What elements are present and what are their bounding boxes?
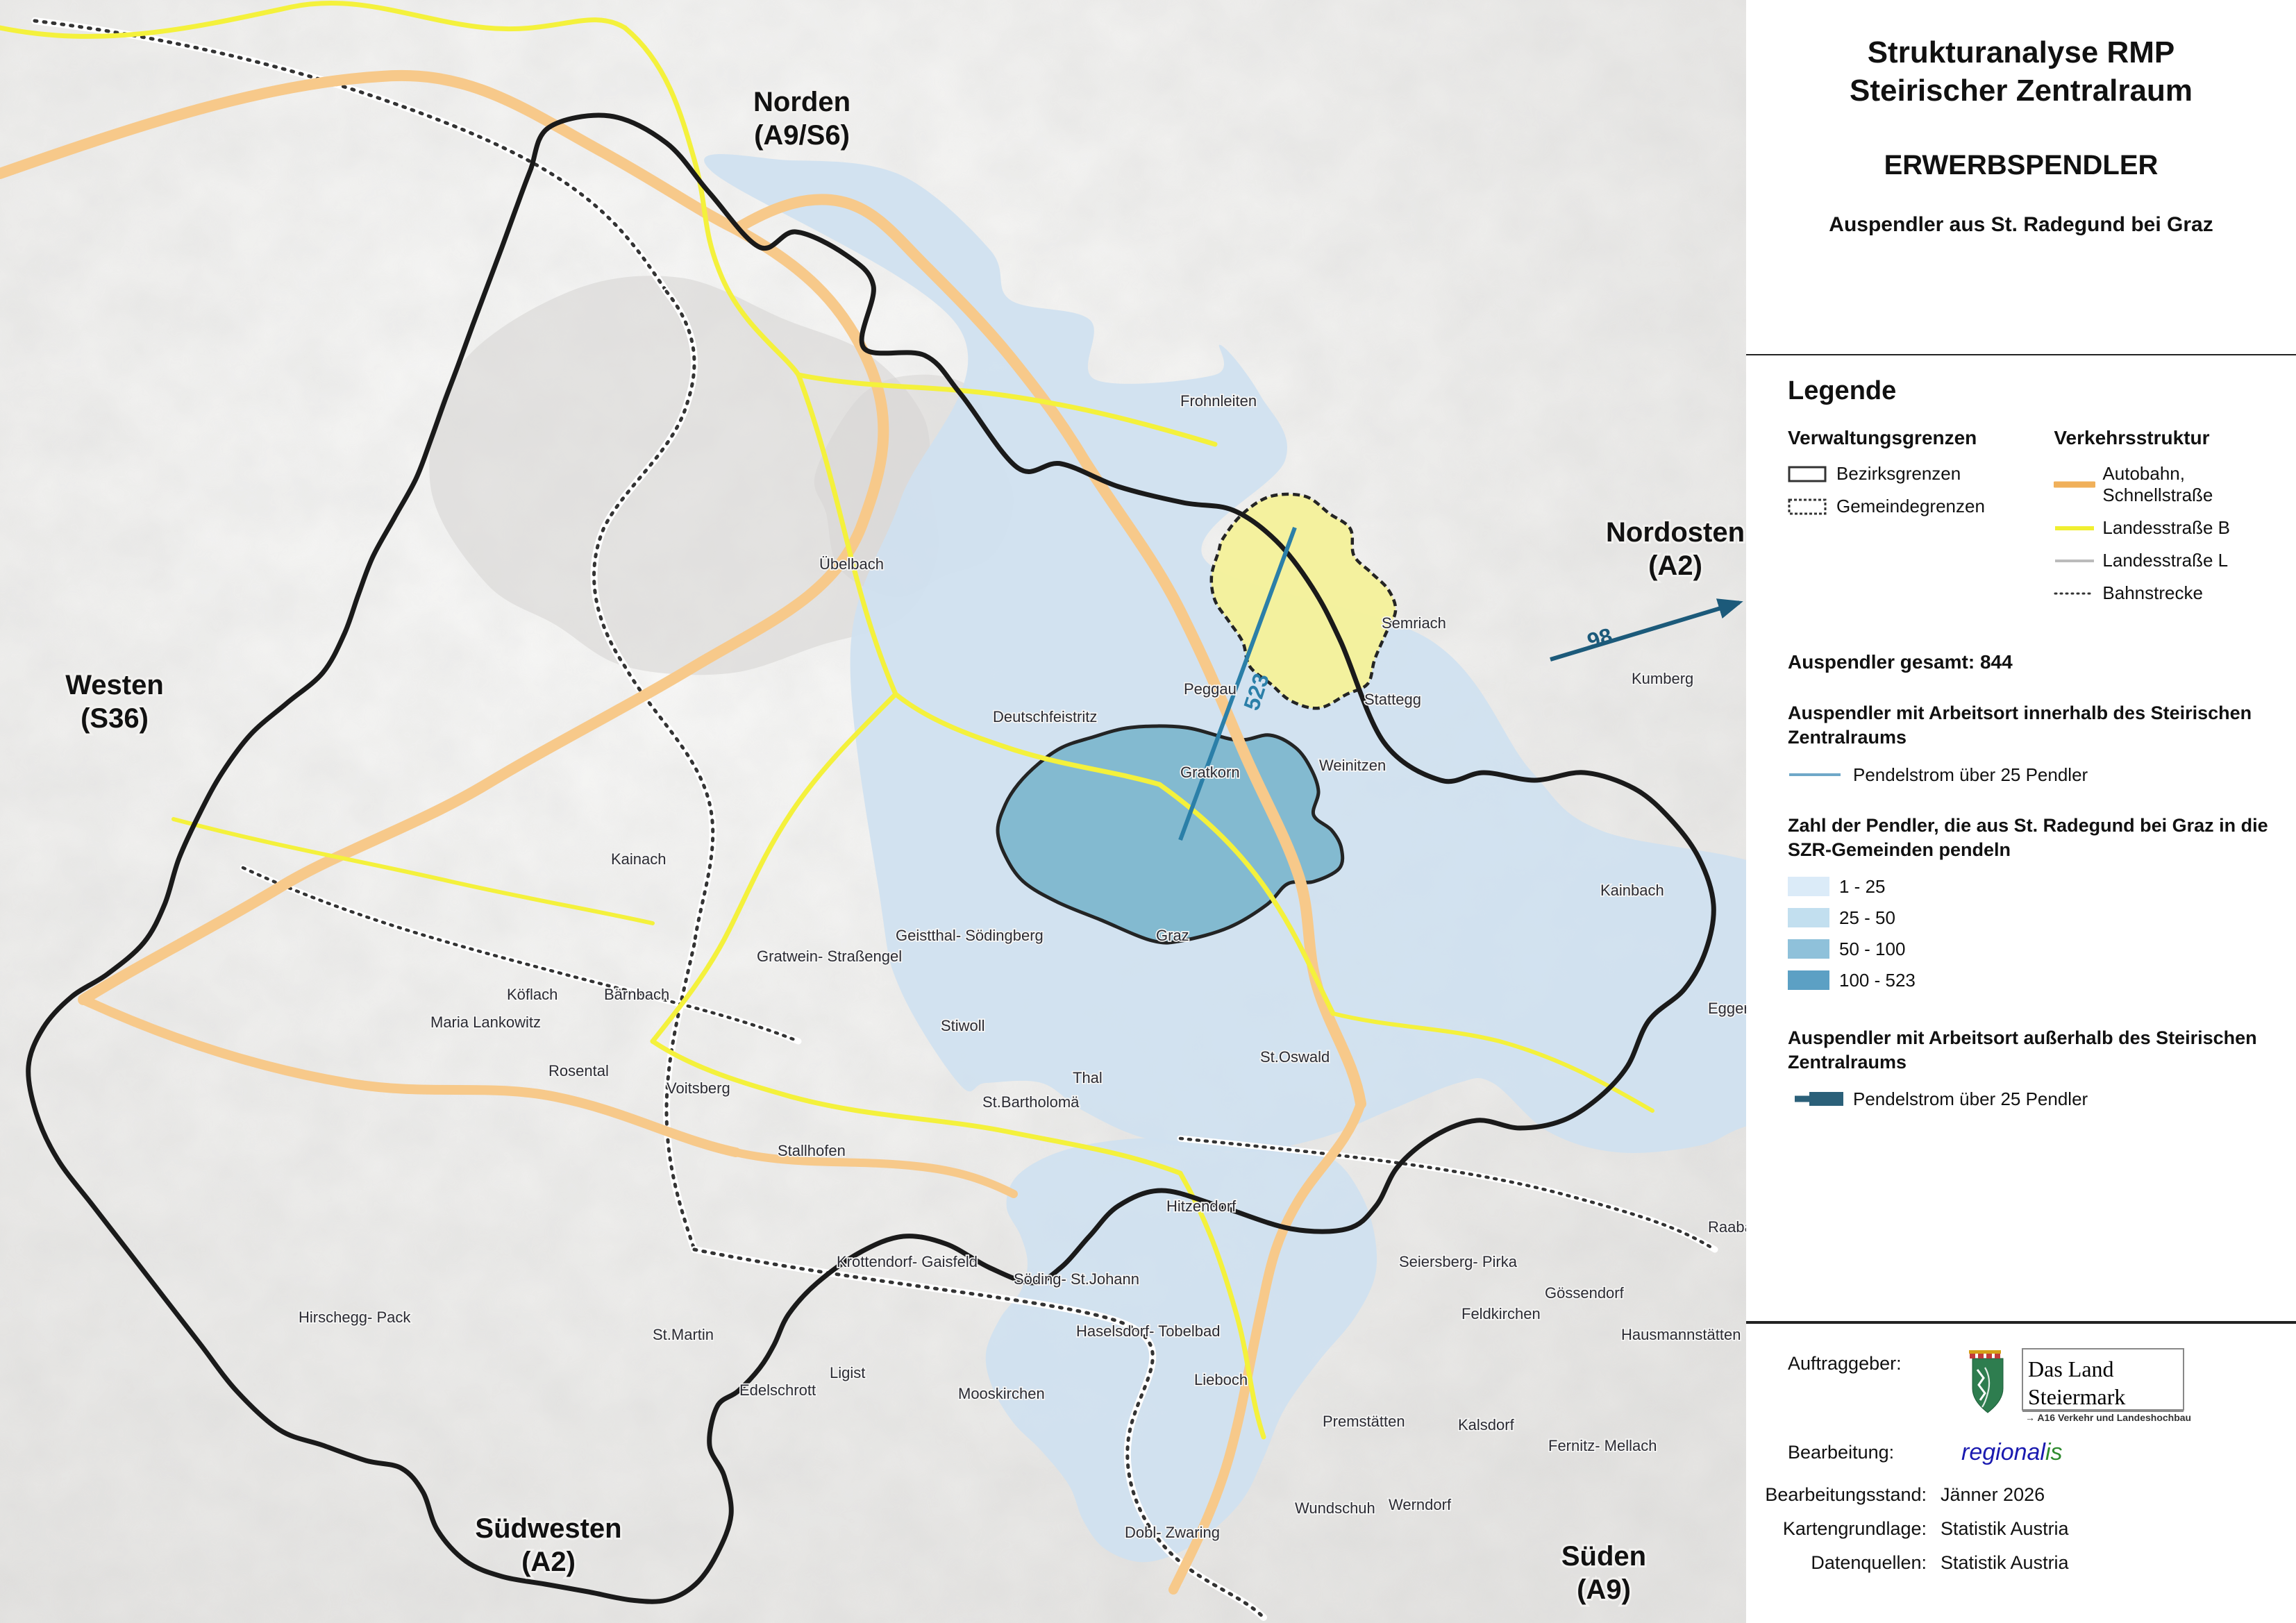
svg-text:Werndorf: Werndorf xyxy=(1389,1496,1452,1513)
svg-text:St.Oswald: St.Oswald xyxy=(1260,1048,1330,1066)
svg-text:(S36): (S36) xyxy=(81,703,149,734)
svg-text:Graz: Graz xyxy=(1156,927,1189,944)
svg-text:Hitzendorf: Hitzendorf xyxy=(1166,1197,1237,1215)
svg-text:Steiermark: Steiermark xyxy=(2028,1384,2125,1409)
svg-text:Gratkorn: Gratkorn xyxy=(1180,764,1240,781)
svg-text:(A9/S6): (A9/S6) xyxy=(754,120,850,151)
svg-text:Lieboch: Lieboch xyxy=(1194,1371,1248,1388)
svg-text:Maria Lankowitz: Maria Lankowitz xyxy=(430,1014,541,1031)
svg-text:Ligist: Ligist xyxy=(830,1364,865,1381)
svg-text:Westen: Westen xyxy=(65,670,164,700)
svg-text:Edelschrott: Edelschrott xyxy=(739,1381,816,1399)
svg-text:Fernitz- Mellach: Fernitz- Mellach xyxy=(1548,1437,1657,1454)
svg-text:Kumberg: Kumberg xyxy=(1632,670,1693,687)
svg-text:Kalsdorf: Kalsdorf xyxy=(1458,1416,1515,1433)
svg-text:Thal: Thal xyxy=(1073,1069,1103,1086)
svg-text:Köflach: Köflach xyxy=(507,986,558,1003)
svg-text:Hirschegg- Pack: Hirschegg- Pack xyxy=(299,1309,411,1326)
svg-text:→ A16 Verkehr und Landeshochba: → A16 Verkehr und Landeshochbau xyxy=(2025,1412,2190,1423)
svg-text:St.Bartholomä: St.Bartholomä xyxy=(982,1093,1080,1111)
svg-text:Seiersberg- Pirka: Seiersberg- Pirka xyxy=(1399,1253,1518,1270)
svg-text:(A9): (A9) xyxy=(1577,1574,1631,1605)
svg-text:Rosental: Rosental xyxy=(548,1062,609,1079)
svg-text:Semriach: Semriach xyxy=(1382,614,1446,632)
svg-text:Gratwein- Straßengel: Gratwein- Straßengel xyxy=(757,948,902,965)
svg-text:Dobl- Zwaring: Dobl- Zwaring xyxy=(1125,1524,1220,1541)
svg-text:Weinitzen: Weinitzen xyxy=(1319,757,1386,774)
svg-text:Frohnleiten: Frohnleiten xyxy=(1180,392,1257,410)
svg-text:Stattegg: Stattegg xyxy=(1364,691,1421,708)
svg-text:Norden: Norden xyxy=(753,87,850,117)
svg-text:Mooskirchen: Mooskirchen xyxy=(958,1385,1045,1402)
svg-text:Stiwoll: Stiwoll xyxy=(941,1017,985,1034)
svg-text:(A2): (A2) xyxy=(1648,550,1702,581)
svg-text:Süden: Süden xyxy=(1561,1541,1646,1572)
svg-text:Das Land: Das Land xyxy=(2028,1356,2114,1381)
svg-text:Bärnbach: Bärnbach xyxy=(604,986,669,1003)
svg-text:Premstätten: Premstätten xyxy=(1323,1413,1405,1430)
svg-text:Südwesten: Südwesten xyxy=(475,1513,621,1544)
svg-text:Stallhofen: Stallhofen xyxy=(778,1142,846,1159)
svg-text:Übelbach: Übelbach xyxy=(819,555,884,573)
svg-text:Peggau: Peggau xyxy=(1184,680,1237,698)
svg-text:Kainach: Kainach xyxy=(611,850,667,868)
svg-text:St.Martin: St.Martin xyxy=(653,1326,714,1343)
svg-text:Krottendorf- Gaisfeld: Krottendorf- Gaisfeld xyxy=(837,1253,978,1270)
svg-text:Voitsberg: Voitsberg xyxy=(667,1079,730,1097)
svg-text:Feldkirchen: Feldkirchen xyxy=(1461,1305,1541,1322)
svg-text:Kainbach: Kainbach xyxy=(1600,882,1664,899)
svg-text:Wundschuh: Wundschuh xyxy=(1295,1499,1375,1517)
svg-text:Haselsdorf- Tobelbad: Haselsdorf- Tobelbad xyxy=(1076,1322,1221,1340)
svg-text:Geistthal- Södingberg: Geistthal- Södingberg xyxy=(896,927,1044,944)
svg-text:Deutschfeistritz: Deutschfeistritz xyxy=(993,708,1097,725)
svg-text:Nordosten: Nordosten xyxy=(1606,517,1745,548)
svg-text:Hausmannstätten: Hausmannstätten xyxy=(1621,1326,1741,1343)
svg-text:Gössendorf: Gössendorf xyxy=(1545,1284,1625,1302)
svg-text:Söding- St.Johann: Söding- St.Johann xyxy=(1014,1270,1139,1288)
svg-text:(A2): (A2) xyxy=(521,1547,576,1577)
